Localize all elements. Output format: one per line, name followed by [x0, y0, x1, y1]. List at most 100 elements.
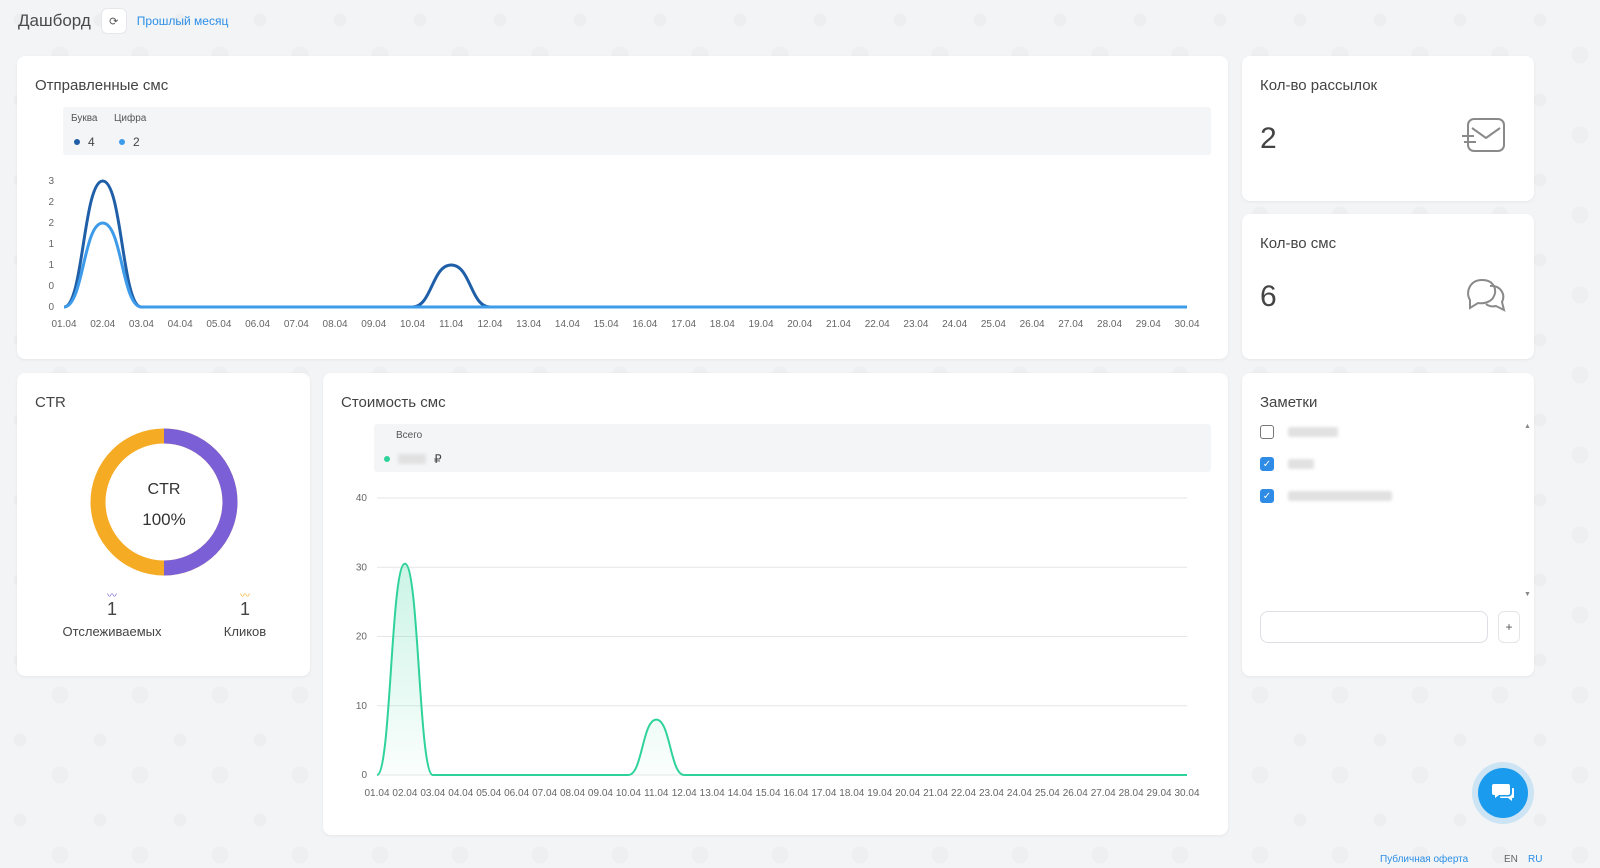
x-tick-label: 29.04 [1136, 319, 1161, 330]
note-checkbox[interactable]: ✓ [1260, 457, 1274, 471]
x-tick-label: 19.04 [749, 319, 774, 330]
sms-count-title: Кол-во смс [1260, 235, 1337, 252]
x-tick-label: 29.04 [1147, 788, 1172, 799]
series-line [376, 562, 1187, 776]
x-tick-label: 28.04 [1097, 319, 1122, 330]
ctr-clicks: 〰 1 Кликов [185, 587, 305, 639]
legend-value-letter: 4 [74, 135, 95, 149]
legend-dot-letter [74, 139, 80, 145]
x-tick-label: 11.04 [644, 788, 669, 799]
x-tick-label: 03.04 [420, 788, 445, 799]
cost-currency: ₽ [434, 452, 442, 466]
ctr-center-value: 100% [142, 510, 185, 529]
period-link[interactable]: Прошлый месяц [136, 14, 229, 28]
cost-legend-name[interactable]: Всего [396, 430, 423, 441]
tracked-label: Отслеживаемых [62, 624, 162, 639]
legend-count-letter: 4 [88, 135, 95, 149]
y-tick-label: 40 [356, 493, 368, 504]
add-note-button[interactable]: + [1498, 611, 1520, 643]
x-tick-label: 02.04 [392, 788, 417, 799]
mailings-title: Кол-во рассылок [1260, 77, 1378, 94]
x-tick-label: 22.04 [951, 788, 976, 799]
x-tick-label: 15.04 [756, 788, 781, 799]
public-offer-link[interactable]: Публичная оферта [1380, 854, 1469, 865]
clicks-trend-icon: 〰 [240, 591, 250, 602]
note-text-redacted [1288, 459, 1314, 469]
sms-cost-title: Стоимость смс [341, 394, 446, 411]
scroll-up-icon[interactable]: ▲ [1524, 423, 1531, 430]
x-tick-label: 08.04 [323, 319, 348, 330]
page-title: Дашборд [18, 11, 91, 30]
note-item: ✓ [1260, 489, 1392, 503]
x-tick-label: 25.04 [1035, 788, 1060, 799]
clicks-label: Кликов [223, 624, 267, 639]
clicks-value: 1 [239, 599, 250, 619]
x-tick-label: 25.04 [981, 319, 1006, 330]
note-text-redacted [1288, 427, 1338, 437]
x-tick-label: 04.04 [448, 788, 473, 799]
legend-value-digit: 2 [119, 135, 140, 149]
tracked-value: 1 [106, 599, 117, 619]
x-tick-label: 09.04 [588, 788, 613, 799]
x-tick-label: 01.04 [364, 788, 389, 799]
x-tick-label: 14.04 [555, 319, 580, 330]
chat-icon [1492, 784, 1514, 801]
sms-cost-card: Стоимость смс Всего ₽ 0 10 20 30 40 01.04 02.0… [323, 373, 1228, 835]
y-tick-label: 2 [48, 218, 54, 229]
tracked-trend-icon: 〰 [107, 591, 117, 602]
x-tick-label: 11.04 [439, 319, 464, 330]
x-tick-label: 28.04 [1119, 788, 1144, 799]
note-checkbox[interactable] [1260, 425, 1274, 439]
envelope-icon [1462, 118, 1505, 152]
lang-ru-link[interactable]: RU [1528, 854, 1543, 865]
ctr-center-label: CTR [148, 481, 181, 498]
y-tick-label: 1 [48, 239, 54, 250]
x-tick-label: 27.04 [1091, 788, 1116, 799]
note-input[interactable] [1260, 611, 1488, 643]
x-tick-label: 01.04 [51, 319, 76, 330]
x-tick-label: 27.04 [1058, 319, 1083, 330]
series-area [377, 563, 1187, 775]
x-tick-label: 03.04 [129, 319, 154, 330]
lang-en-link[interactable]: EN [1504, 854, 1518, 865]
x-tick-label: 30.04 [1174, 788, 1199, 799]
y-tick-label: 10 [356, 701, 368, 712]
x-tick-label: 06.04 [504, 788, 529, 799]
x-tick-label: 05.04 [206, 319, 231, 330]
x-tick-label: 09.04 [361, 319, 386, 330]
y-tick-label: 30 [356, 562, 368, 573]
legend-name-digit[interactable]: Цифра [114, 113, 147, 124]
x-tick-label: 20.04 [787, 319, 812, 330]
y-tick-label: 20 [356, 632, 368, 643]
notes-title: Заметки [1260, 394, 1318, 411]
ctr-card: CTR CTR 100% 〰 1 Отслеживаемых 〰 1 Клико… [17, 373, 310, 676]
legend-name-letter[interactable]: Буква [71, 113, 98, 124]
scroll-down-icon[interactable]: ▼ [1524, 591, 1531, 598]
mailings-value: 2 [1260, 122, 1277, 155]
mailings-card: Кол-во рассылок 2 [1242, 56, 1534, 201]
refresh-button[interactable]: ⟳ [100, 8, 127, 34]
x-tick-label: 21.04 [923, 788, 948, 799]
check-icon: ✓ [1262, 458, 1272, 470]
sent-sms-chart: 0 0 1 1 2 2 3 01.04 02.04 03.04 04.04 05.04 06.04 07.… [48, 176, 1200, 330]
y-tick-label: 0 [48, 281, 54, 292]
x-tick-label: 14.04 [728, 788, 753, 799]
note-checkbox[interactable]: ✓ [1260, 489, 1274, 503]
y-tick-label: 0 [361, 770, 367, 781]
x-tick-label: 19.04 [867, 788, 892, 799]
x-tick-label: 24.04 [942, 319, 967, 330]
refresh-icon: ⟳ [109, 15, 119, 28]
x-tick-label: 23.04 [979, 788, 1004, 799]
note-item [1260, 425, 1338, 439]
cost-legend: Всего ₽ [374, 424, 1211, 472]
x-tick-label: 21.04 [826, 319, 851, 330]
y-tick-label: 2 [48, 197, 54, 208]
chat-button[interactable] [1478, 768, 1528, 818]
x-tick-label: 16.04 [632, 319, 657, 330]
x-tick-label: 10.04 [616, 788, 641, 799]
x-tick-label: 18.04 [710, 319, 735, 330]
x-tick-label: 16.04 [783, 788, 808, 799]
y-tick-label: 0 [48, 302, 54, 313]
x-tick-label: 08.04 [560, 788, 585, 799]
